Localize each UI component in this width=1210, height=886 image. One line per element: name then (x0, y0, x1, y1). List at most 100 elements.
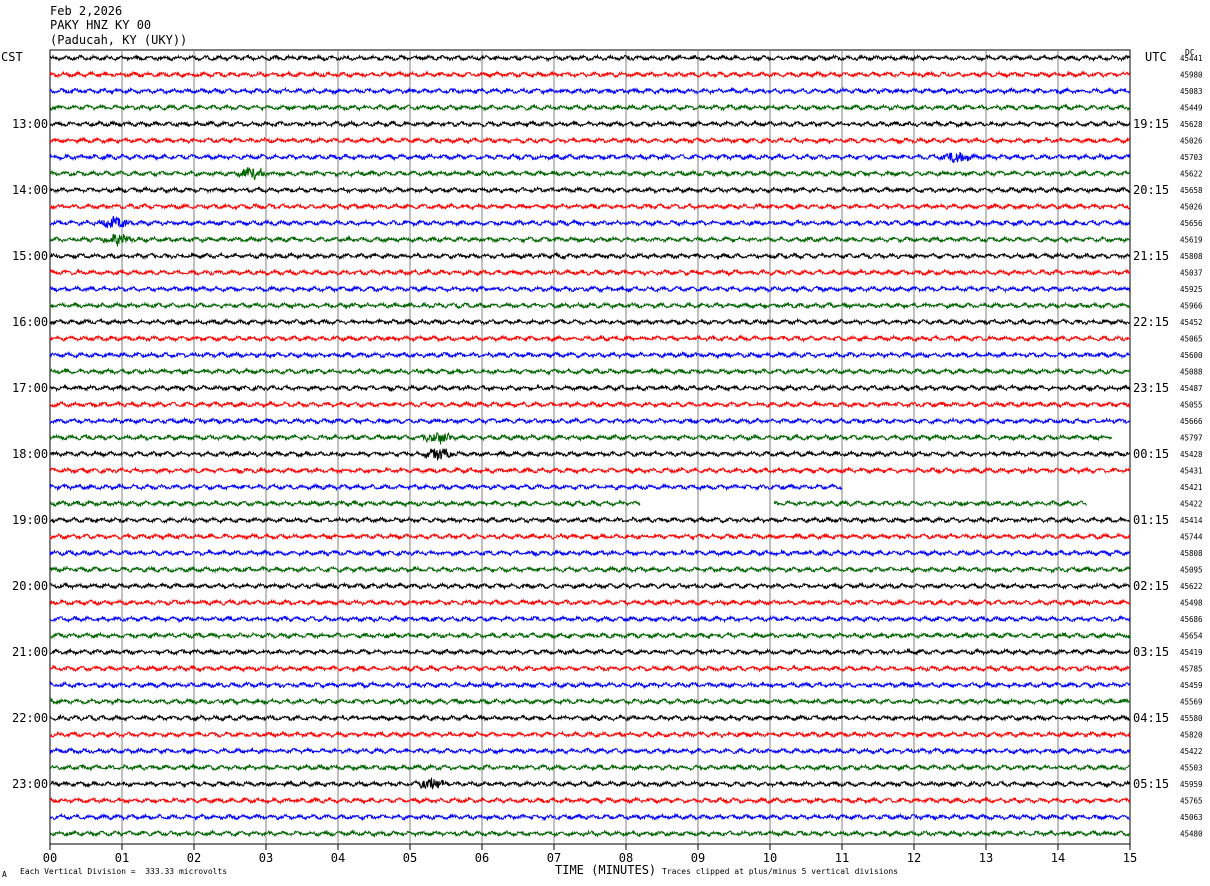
trace-row (49, 151, 1131, 164)
dc-offset-value: 45459 (1180, 681, 1203, 690)
corner-mark: A (2, 870, 7, 879)
trace-row (49, 598, 1131, 607)
trace-row (49, 233, 1131, 247)
record-date: Feb 2,2026 (50, 4, 123, 18)
utc-hour-label: 02:15 (1133, 579, 1169, 593)
utc-hour-label: 20:15 (1133, 183, 1169, 197)
trace-row (49, 482, 843, 492)
cst-hour-label: 23:00 (12, 777, 48, 791)
x-tick-label: 12 (907, 851, 921, 865)
cst-hour-label: 14:00 (12, 183, 48, 197)
trace-row (49, 697, 1131, 706)
x-tick-label: 14 (1051, 851, 1065, 865)
dc-offset-value: 45654 (1180, 632, 1203, 641)
dc-offset-value: 45037 (1180, 269, 1203, 278)
trace-row (49, 565, 1131, 574)
cst-hour-label: 19:00 (12, 513, 48, 527)
dc-offset-value: 45925 (1180, 285, 1203, 294)
trace-row (49, 317, 1131, 327)
dc-offset-value: 45765 (1180, 797, 1203, 806)
trace-row (49, 730, 1131, 739)
dc-offset-value: 45441 (1180, 54, 1203, 63)
x-tick-label: 09 (691, 851, 705, 865)
utc-hour-label: 22:15 (1133, 315, 1169, 329)
dc-offset-value: 45083 (1180, 87, 1203, 96)
trace-row (49, 268, 1131, 277)
dc-offset-value: 45452 (1180, 318, 1203, 327)
trace-row (49, 103, 1131, 112)
trace-row (49, 829, 1131, 838)
station-location: (Paducah, KY (UKY)) (50, 33, 188, 47)
dc-offset-value: 45026 (1180, 203, 1203, 212)
utc-hour-label: 03:15 (1133, 645, 1169, 659)
trace-row (49, 713, 1131, 723)
utc-hour-label: 04:15 (1133, 711, 1169, 725)
utc-hour-label: 19:15 (1133, 117, 1169, 131)
trace-row (49, 350, 1131, 360)
trace-row (49, 215, 1131, 229)
cst-hour-label: 16:00 (12, 315, 48, 329)
dc-offset-value: 45055 (1180, 401, 1203, 410)
x-tick-label: 00 (43, 851, 57, 865)
trace-row (49, 548, 1131, 558)
utc-hour-label: 21:15 (1133, 249, 1169, 263)
trace-row (49, 431, 1113, 445)
dc-offset-value: 45966 (1180, 302, 1203, 311)
trace-row (49, 301, 1131, 310)
dc-offset-value: 45666 (1180, 417, 1203, 426)
dc-offset-value: 45449 (1180, 104, 1203, 113)
dc-offset-value: 45026 (1180, 137, 1203, 146)
trace-row (49, 202, 1131, 211)
x-tick-label: 05 (403, 851, 417, 865)
dc-offset-value: 45820 (1180, 731, 1203, 740)
trace-row (49, 515, 1131, 525)
x-tick-label: 07 (547, 851, 561, 865)
dc-offset-value: 45619 (1180, 236, 1203, 245)
trace-row (49, 763, 1131, 772)
x-tick-label: 04 (331, 851, 345, 865)
dc-offset-value: 45480 (1180, 830, 1203, 839)
trace-row (49, 777, 1131, 790)
dc-offset-value: 45686 (1180, 615, 1203, 624)
trace-row (49, 416, 1131, 426)
dc-offset-value: 45088 (1180, 368, 1203, 377)
plot-frame (49, 49, 1131, 845)
trace-row (49, 631, 1131, 640)
dc-offset-value: 45797 (1180, 434, 1203, 443)
trace-row (49, 185, 1131, 195)
cst-hour-label: 18:00 (12, 447, 48, 461)
dc-offset-value: 45498 (1180, 599, 1203, 608)
dc-offset-value: 45622 (1180, 170, 1203, 179)
dc-offset-value: 45431 (1180, 467, 1203, 476)
dc-offset-value: 45095 (1180, 566, 1203, 575)
dc-offset-value: 45428 (1180, 450, 1203, 459)
dc-offset-value: 45422 (1180, 747, 1203, 756)
dc-column-title: DC (1185, 48, 1195, 57)
clip-note: Traces clipped at plus/minus 5 vertical … (662, 867, 899, 876)
trace-row (49, 53, 1131, 63)
dc-offset-value: 45808 (1180, 549, 1203, 558)
trace-row (49, 581, 1131, 591)
trace-row (49, 400, 1131, 409)
cst-hour-label: 13:00 (12, 117, 48, 131)
trace-row (49, 284, 1131, 294)
trace-row (49, 796, 1131, 805)
trace-row (49, 532, 1131, 541)
utc-hour-label: 00:15 (1133, 447, 1169, 461)
cst-hour-label: 17:00 (12, 381, 48, 395)
dc-offset-value: 45744 (1180, 533, 1203, 542)
x-axis-label: TIME (MINUTES) (555, 863, 657, 877)
division-note: Each Vertical Division = 333.33 microvol… (20, 867, 228, 876)
dc-offset-value: 45656 (1180, 219, 1203, 228)
utc-hour-label: 05:15 (1133, 777, 1169, 791)
trace-row (49, 334, 1131, 343)
x-tick-label: 13 (979, 851, 993, 865)
trace-row (49, 136, 1131, 145)
trace-row (49, 466, 1131, 475)
trace-row (49, 119, 1131, 129)
trace-row (49, 86, 1131, 96)
trace-row (49, 251, 1131, 261)
dc-offset-value: 45422 (1180, 500, 1203, 509)
left-axis-title: CST (1, 50, 23, 64)
